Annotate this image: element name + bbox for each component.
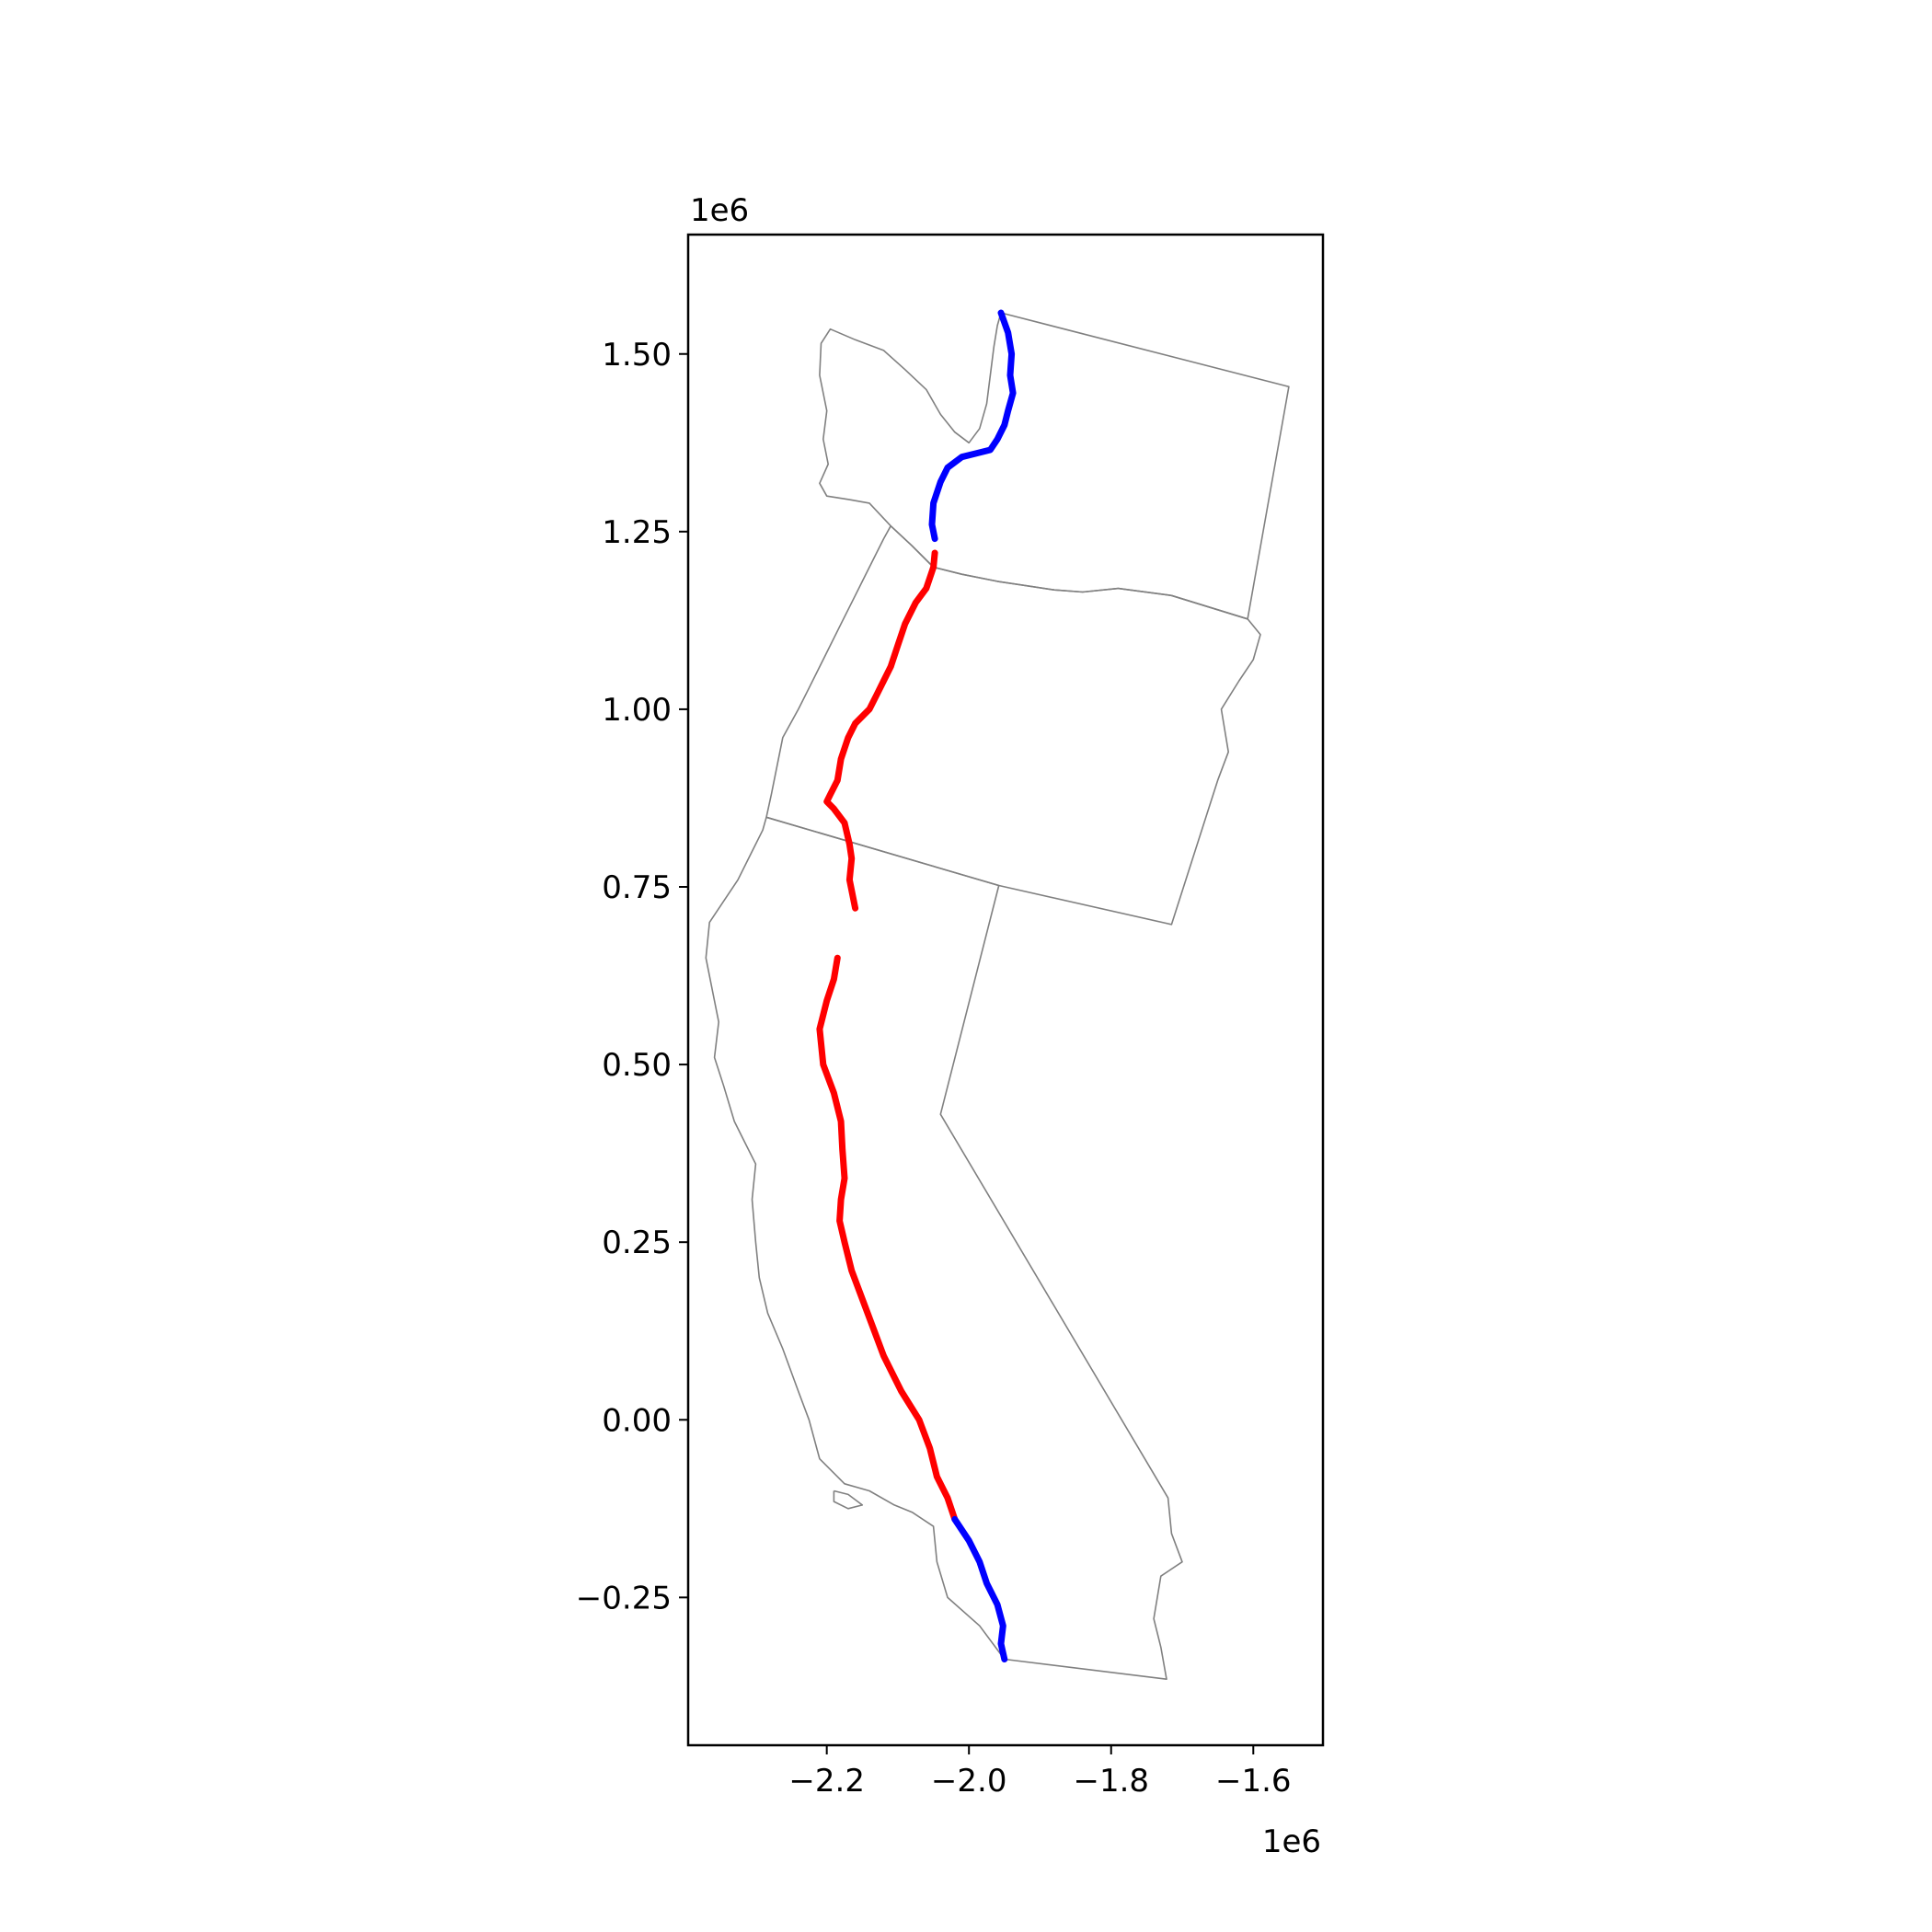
route-segment-1 xyxy=(928,309,1017,543)
california-outline xyxy=(705,816,1183,1680)
axes-frame xyxy=(686,233,1325,1747)
route-segment-4 xyxy=(951,1515,1008,1662)
x-tick-label-1: −2.0 xyxy=(931,1763,1007,1800)
y-offset-label: 1e6 xyxy=(690,192,749,229)
y-tick-label-2: 1.00 xyxy=(602,692,672,729)
y-tick-label-3: 0.75 xyxy=(602,869,672,906)
x-tick-label-0: −2.2 xyxy=(788,1763,865,1800)
y-axis-ticks: 1.50 1.25 1.00 0.75 0.50 0.25 0.00 −0.25 xyxy=(576,337,688,1616)
x-axis-ticks: −2.2 −2.0 −1.8 −1.6 xyxy=(788,1745,1292,1800)
y-tick-label-0: 1.50 xyxy=(602,337,672,374)
y-tick-label-6: 0.00 xyxy=(602,1402,672,1439)
route-segments xyxy=(816,309,1017,1662)
y-tick-label-7: −0.25 xyxy=(576,1580,672,1616)
route-segment-3 xyxy=(816,954,959,1523)
y-tick-label-1: 1.25 xyxy=(602,514,672,551)
x-tick-label-2: −1.8 xyxy=(1073,1763,1149,1800)
y-tick-label-5: 0.25 xyxy=(602,1225,672,1261)
x-offset-label: 1e6 xyxy=(1262,1823,1321,1860)
x-tick-label-3: −1.6 xyxy=(1215,1763,1292,1800)
route-segment-2 xyxy=(823,549,938,912)
oregon-outline xyxy=(765,524,1261,926)
y-tick-label-4: 0.50 xyxy=(602,1047,672,1084)
state-outlines xyxy=(705,312,1290,1680)
washington-outline xyxy=(819,312,1290,620)
channel-islands-outline xyxy=(833,1489,864,1510)
